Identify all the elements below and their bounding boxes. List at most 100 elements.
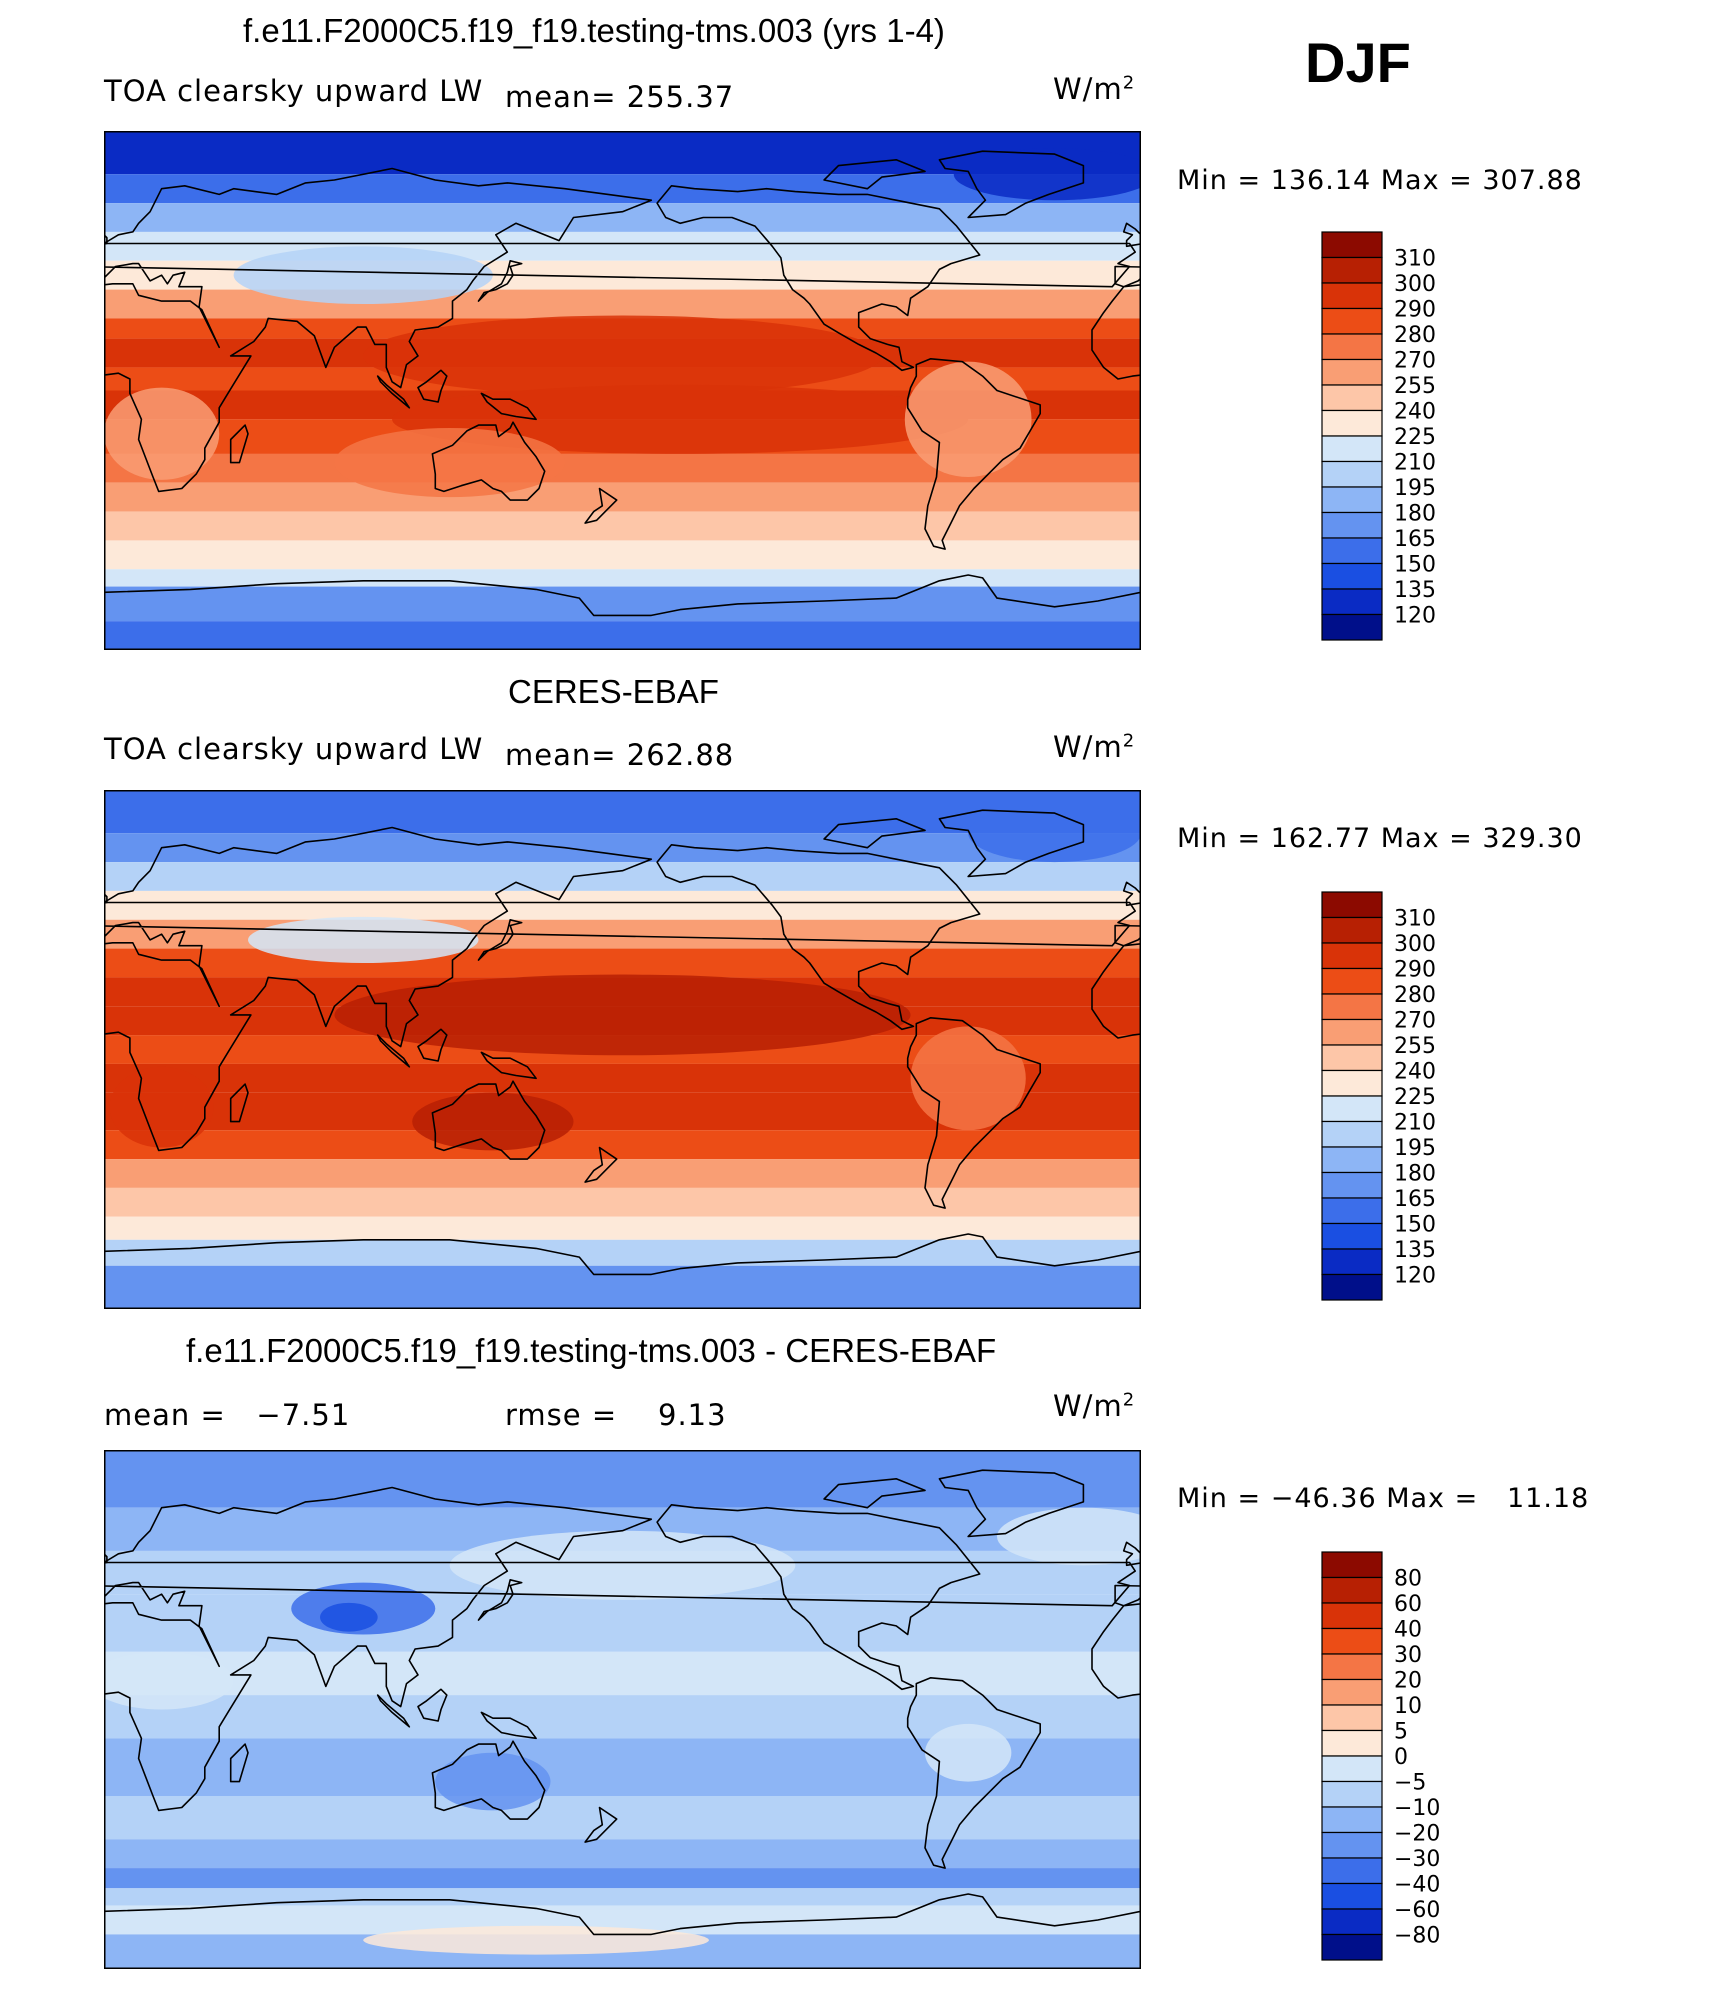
panel3-mean-label: mean = −7.51 bbox=[104, 1398, 351, 1432]
coastline-greenland bbox=[938, 809, 1085, 878]
contour-blob bbox=[953, 148, 1141, 201]
contour-band bbox=[104, 1888, 1141, 1906]
contour-blob bbox=[412, 1092, 574, 1151]
panel1-units: W/m2 bbox=[1053, 72, 1136, 106]
coastline-australia bbox=[431, 421, 546, 501]
colorbar-box bbox=[1321, 1882, 1383, 1910]
colorbar-label: 225 bbox=[1394, 425, 1436, 450]
contour-blob bbox=[904, 361, 1032, 477]
colorbar-box bbox=[1321, 588, 1383, 616]
colorbar-box bbox=[1321, 1780, 1383, 1808]
colorbar-label: 290 bbox=[1394, 298, 1436, 323]
contour-band bbox=[104, 1187, 1141, 1217]
colorbar-label: 180 bbox=[1394, 502, 1436, 527]
colorbar-box bbox=[1321, 1044, 1383, 1072]
contour-blob bbox=[968, 804, 1141, 863]
contour-blob bbox=[996, 1507, 1141, 1566]
colorbar-label: −80 bbox=[1394, 1924, 1440, 1949]
contour-band bbox=[104, 621, 1141, 650]
panel3-map bbox=[104, 1450, 1141, 1969]
colorbar-label: 290 bbox=[1394, 958, 1436, 983]
colorbar-label: 120 bbox=[1394, 1264, 1436, 1289]
panel1-variable-label: TOA clearsky upward LW bbox=[104, 74, 484, 108]
colorbar-box bbox=[1321, 942, 1383, 970]
colorbar-label: 30 bbox=[1394, 1643, 1422, 1668]
colorbar-box bbox=[1321, 1248, 1383, 1276]
coastline-uk bbox=[104, 1552, 108, 1564]
contour-blob bbox=[363, 1925, 709, 1955]
coastline-borneo bbox=[417, 369, 448, 403]
colorbar-box bbox=[1321, 358, 1383, 386]
coastline-northAmerica bbox=[656, 185, 981, 372]
colorbar-label: 240 bbox=[1394, 400, 1436, 425]
contour-band bbox=[104, 862, 1141, 891]
colorbar-box bbox=[1321, 1095, 1383, 1123]
contour-band bbox=[104, 1651, 1141, 1696]
colorbar-label: 135 bbox=[1394, 1238, 1436, 1263]
colorbar-box bbox=[1321, 1069, 1383, 1097]
contour-blob bbox=[334, 974, 911, 1056]
coastline-japan bbox=[477, 919, 523, 961]
colorbar-box bbox=[1321, 1933, 1383, 1961]
coastline-australia bbox=[431, 1080, 546, 1160]
colorbar-label: 300 bbox=[1394, 272, 1436, 297]
contour-band bbox=[104, 790, 1141, 834]
colorbar-box bbox=[1321, 307, 1383, 335]
colorbar-label: 60 bbox=[1394, 1592, 1422, 1617]
colorbar-label: 150 bbox=[1394, 1213, 1436, 1238]
contour-band bbox=[104, 890, 1141, 920]
contour-band bbox=[104, 289, 1141, 319]
panel2-variable-label: TOA clearsky upward LW bbox=[104, 732, 484, 766]
contour-band bbox=[104, 1130, 1141, 1160]
map-frame bbox=[104, 790, 1141, 1309]
colorbar-box bbox=[1321, 993, 1383, 1021]
contour-blob bbox=[392, 384, 969, 454]
coastline-madagascar bbox=[229, 1083, 249, 1123]
contour-band bbox=[104, 511, 1141, 541]
contour-blob bbox=[435, 1752, 551, 1811]
colorbar-box bbox=[1321, 1755, 1383, 1783]
colorbar-label: 210 bbox=[1394, 451, 1436, 476]
colorbar-box bbox=[1321, 916, 1383, 944]
coastline-newguinea bbox=[480, 1051, 537, 1080]
coastline-asiaIsles bbox=[376, 375, 411, 409]
colorbar-box bbox=[1321, 460, 1383, 488]
contour-band bbox=[104, 1159, 1141, 1188]
colorbar-label: 10 bbox=[1394, 1694, 1422, 1719]
coastline-arcticIsles bbox=[823, 159, 926, 190]
colorbar-box bbox=[1321, 891, 1383, 919]
coastline-southAmerica bbox=[906, 358, 1041, 550]
colorbar-box bbox=[1321, 1857, 1383, 1885]
colorbar-label: 180 bbox=[1394, 1162, 1436, 1187]
panel3-units: W/m2 bbox=[1053, 1389, 1136, 1423]
coastline-uk-wrap bbox=[1122, 222, 1141, 248]
coastline-northAmerica bbox=[656, 844, 981, 1031]
colorbar-label: 20 bbox=[1394, 1669, 1422, 1694]
coastline-madagascar bbox=[229, 424, 249, 464]
colorbar-box bbox=[1321, 967, 1383, 995]
contour-blob bbox=[924, 1723, 1012, 1782]
contour-band bbox=[104, 1796, 1141, 1840]
coastline-antarctica bbox=[104, 1233, 1141, 1309]
coastline-japan bbox=[477, 1579, 523, 1621]
colorbar-box bbox=[1321, 1653, 1383, 1681]
colorbar-box bbox=[1321, 1120, 1383, 1148]
colorbar-box bbox=[1321, 231, 1383, 259]
coastline-southAmerica bbox=[906, 1677, 1041, 1869]
colorbar-box bbox=[1321, 486, 1383, 514]
coastline-uk bbox=[104, 892, 108, 904]
contour-blob bbox=[104, 387, 220, 480]
colorbar-label: 0 bbox=[1394, 1745, 1408, 1770]
colorbar-label: 280 bbox=[1394, 323, 1436, 348]
panel1-title: f.e11.F2000C5.f19_f19.testing-tms.003 (y… bbox=[243, 12, 945, 49]
coastline-asiaIsles bbox=[376, 1694, 411, 1728]
coastline-madagascar bbox=[229, 1743, 249, 1783]
contour-band bbox=[104, 1594, 1141, 1652]
colorbar-label: 240 bbox=[1394, 1060, 1436, 1085]
colorbar-label: 165 bbox=[1394, 1187, 1436, 1212]
panel2-minmax: Min = 162.77 Max = 329.30 bbox=[1177, 823, 1583, 854]
panel1-map bbox=[104, 131, 1141, 650]
colorbar-label: 280 bbox=[1394, 983, 1436, 1008]
coastline-arcticIsles bbox=[823, 1478, 926, 1509]
